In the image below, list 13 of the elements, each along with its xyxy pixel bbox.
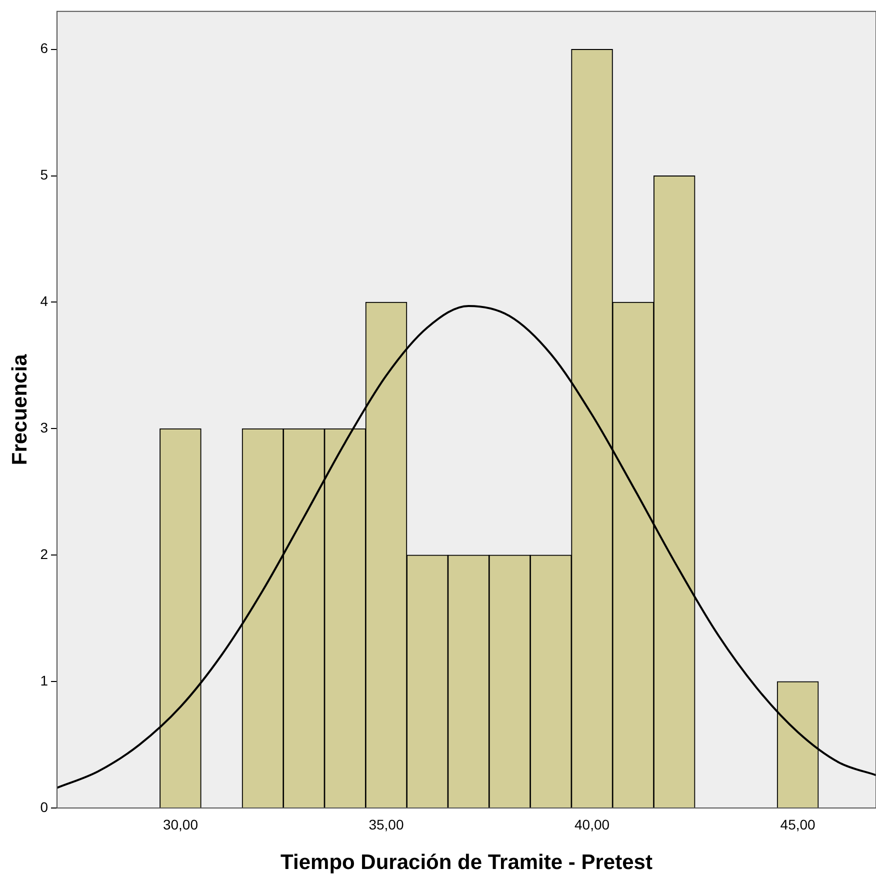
x-tick-label: 45,00 (780, 816, 816, 832)
x-tick-label: 40,00 (574, 816, 610, 832)
y-tick-label: 1 (40, 672, 48, 688)
x-tick-label: 35,00 (368, 816, 404, 832)
y-tick-label: 6 (40, 40, 48, 56)
x-axis-title: Tiempo Duración de Tramite - Pretest (280, 851, 652, 874)
y-axis-title: Frecuencia (8, 354, 32, 466)
y-tick-label: 2 (40, 546, 48, 562)
y-tick-label: 4 (40, 293, 48, 310)
x-tick-label: 30,00 (162, 816, 198, 832)
y-tick-label: 3 (40, 420, 48, 436)
y-tick-label: 0 (40, 798, 48, 815)
y-tick-label: 5 (40, 166, 48, 183)
